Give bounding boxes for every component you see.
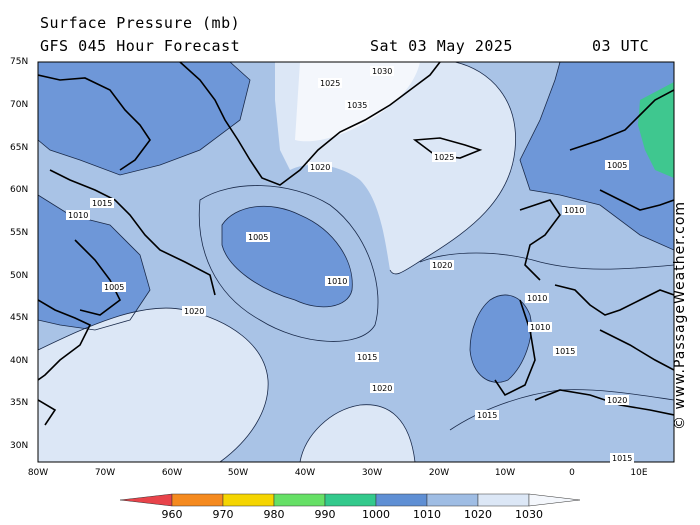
isobar-label: 1015 — [355, 352, 379, 362]
isobar-label: 1035 — [345, 100, 369, 110]
colorbar-label: 1000 — [362, 508, 390, 521]
isobar-label: 1005 — [246, 232, 270, 242]
colorbar-swatch-above-1030 — [528, 493, 581, 507]
colorbar-label: 960 — [161, 508, 183, 521]
svg-text:1020: 1020 — [432, 261, 452, 270]
svg-text:1005: 1005 — [607, 161, 627, 170]
svg-text:1010: 1010 — [68, 211, 88, 220]
lat-label: 55N — [10, 228, 29, 238]
map-frame — [37, 61, 675, 463]
isobar-label: 1010 — [325, 276, 349, 286]
lon-label: 0 — [569, 468, 575, 478]
colorbar-label: 980 — [263, 508, 285, 521]
lat-label: 35N — [10, 398, 29, 408]
svg-text:1025: 1025 — [434, 153, 454, 162]
band-1000-1010-labrador — [38, 195, 150, 330]
lon-label: 70W — [94, 468, 116, 478]
svg-text:1020: 1020 — [607, 396, 627, 405]
isobar-label: 1010 — [562, 205, 586, 215]
svg-text:1020: 1020 — [372, 384, 392, 393]
svg-text:1015: 1015 — [477, 411, 497, 420]
svg-text:1005: 1005 — [104, 283, 124, 292]
band-1000-1010-europe — [520, 62, 674, 250]
band-1000-1010-azores — [470, 295, 532, 383]
svg-text:1035: 1035 — [347, 101, 367, 110]
band-1020-1030-subtropical — [38, 308, 269, 462]
colorbar-label: 1030 — [515, 508, 543, 521]
isobar-value-labels: 1005 1010 1010 1020 1015 1020 1025 1030 … — [66, 66, 634, 463]
svg-text:1015: 1015 — [357, 353, 377, 362]
lat-label: 75N — [10, 57, 29, 67]
colorbar-swatch-1020 — [477, 493, 530, 507]
isobar-label: 1005 — [102, 282, 126, 292]
lon-label: 60W — [161, 468, 183, 478]
isobar-label: 1020 — [605, 395, 629, 405]
colorbar-label: 1010 — [413, 508, 441, 521]
svg-text:1015: 1015 — [612, 454, 632, 463]
map-title: Surface Pressure (mb) — [40, 14, 241, 32]
svg-text:1020: 1020 — [310, 163, 330, 172]
svg-text:1030: 1030 — [372, 67, 392, 76]
colorbar-label: 1020 — [464, 508, 492, 521]
svg-text:1025: 1025 — [320, 79, 340, 88]
lat-label: 70N — [10, 100, 29, 110]
isobar-label: 1020 — [370, 383, 394, 393]
isobar-label: 1010 — [66, 210, 90, 220]
svg-text:1015: 1015 — [92, 199, 112, 208]
svg-text:1010: 1010 — [564, 206, 584, 215]
colorbar-swatch-980 — [273, 493, 326, 507]
colorbar-swatch-below-960 — [119, 493, 173, 507]
colorbar-label: 970 — [212, 508, 234, 521]
colorbar-label: 990 — [314, 508, 336, 521]
band-1000-1010-nw — [38, 62, 250, 175]
lat-label: 30N — [10, 441, 29, 451]
colorbar-swatch-990 — [324, 493, 377, 507]
isobar-label: 1015 — [90, 198, 114, 208]
lat-label: 45N — [10, 313, 29, 323]
isobar-label: 1020 — [182, 306, 206, 316]
lon-label: 10W — [494, 468, 516, 478]
lon-label: 50W — [227, 468, 249, 478]
svg-text:1015: 1015 — [555, 347, 575, 356]
isobar-label: 1030 — [370, 66, 394, 76]
isobar-label: 1020 — [430, 260, 454, 270]
forecast-date: Sat 03 May 2025 — [370, 37, 513, 55]
colorbar-swatch-970 — [222, 493, 275, 507]
lon-label: 80W — [27, 468, 49, 478]
forecast-time: 03 UTC — [592, 37, 650, 55]
isobar-label: 1015 — [475, 410, 499, 420]
svg-text:1010: 1010 — [530, 323, 550, 332]
isobar-label: 1015 — [553, 346, 577, 356]
svg-text:1005: 1005 — [248, 233, 268, 242]
isobar-label: 1020 — [308, 162, 332, 172]
isobar-label: 1025 — [432, 152, 456, 162]
svg-text:1020: 1020 — [184, 307, 204, 316]
isobar-label: 1025 — [318, 78, 342, 88]
band-990-1000-scandinavia — [638, 82, 674, 178]
isobar-label: 1010 — [528, 322, 552, 332]
isobar-label: 1010 — [525, 293, 549, 303]
lon-label: 10E — [630, 468, 648, 478]
lon-label: 20W — [428, 468, 450, 478]
lat-label: 60N — [10, 185, 29, 195]
colorbar-swatch-960 — [171, 493, 224, 507]
lat-label: 65N — [10, 143, 29, 153]
svg-text:1010: 1010 — [327, 277, 347, 286]
lon-label: 30W — [361, 468, 383, 478]
lat-label: 50N — [10, 271, 29, 281]
isobar-label: 1015 — [610, 453, 634, 463]
lon-label: 40W — [294, 468, 316, 478]
colorbar-swatch-1010 — [426, 493, 479, 507]
forecast-model: GFS 045 Hour Forecast — [40, 37, 241, 55]
svg-text:1010: 1010 — [527, 294, 547, 303]
lat-label: 40N — [10, 356, 29, 366]
band-1020-1030-south — [300, 404, 415, 462]
colorbar-swatch-1000 — [375, 493, 428, 507]
isobar-label: 1005 — [605, 160, 629, 170]
